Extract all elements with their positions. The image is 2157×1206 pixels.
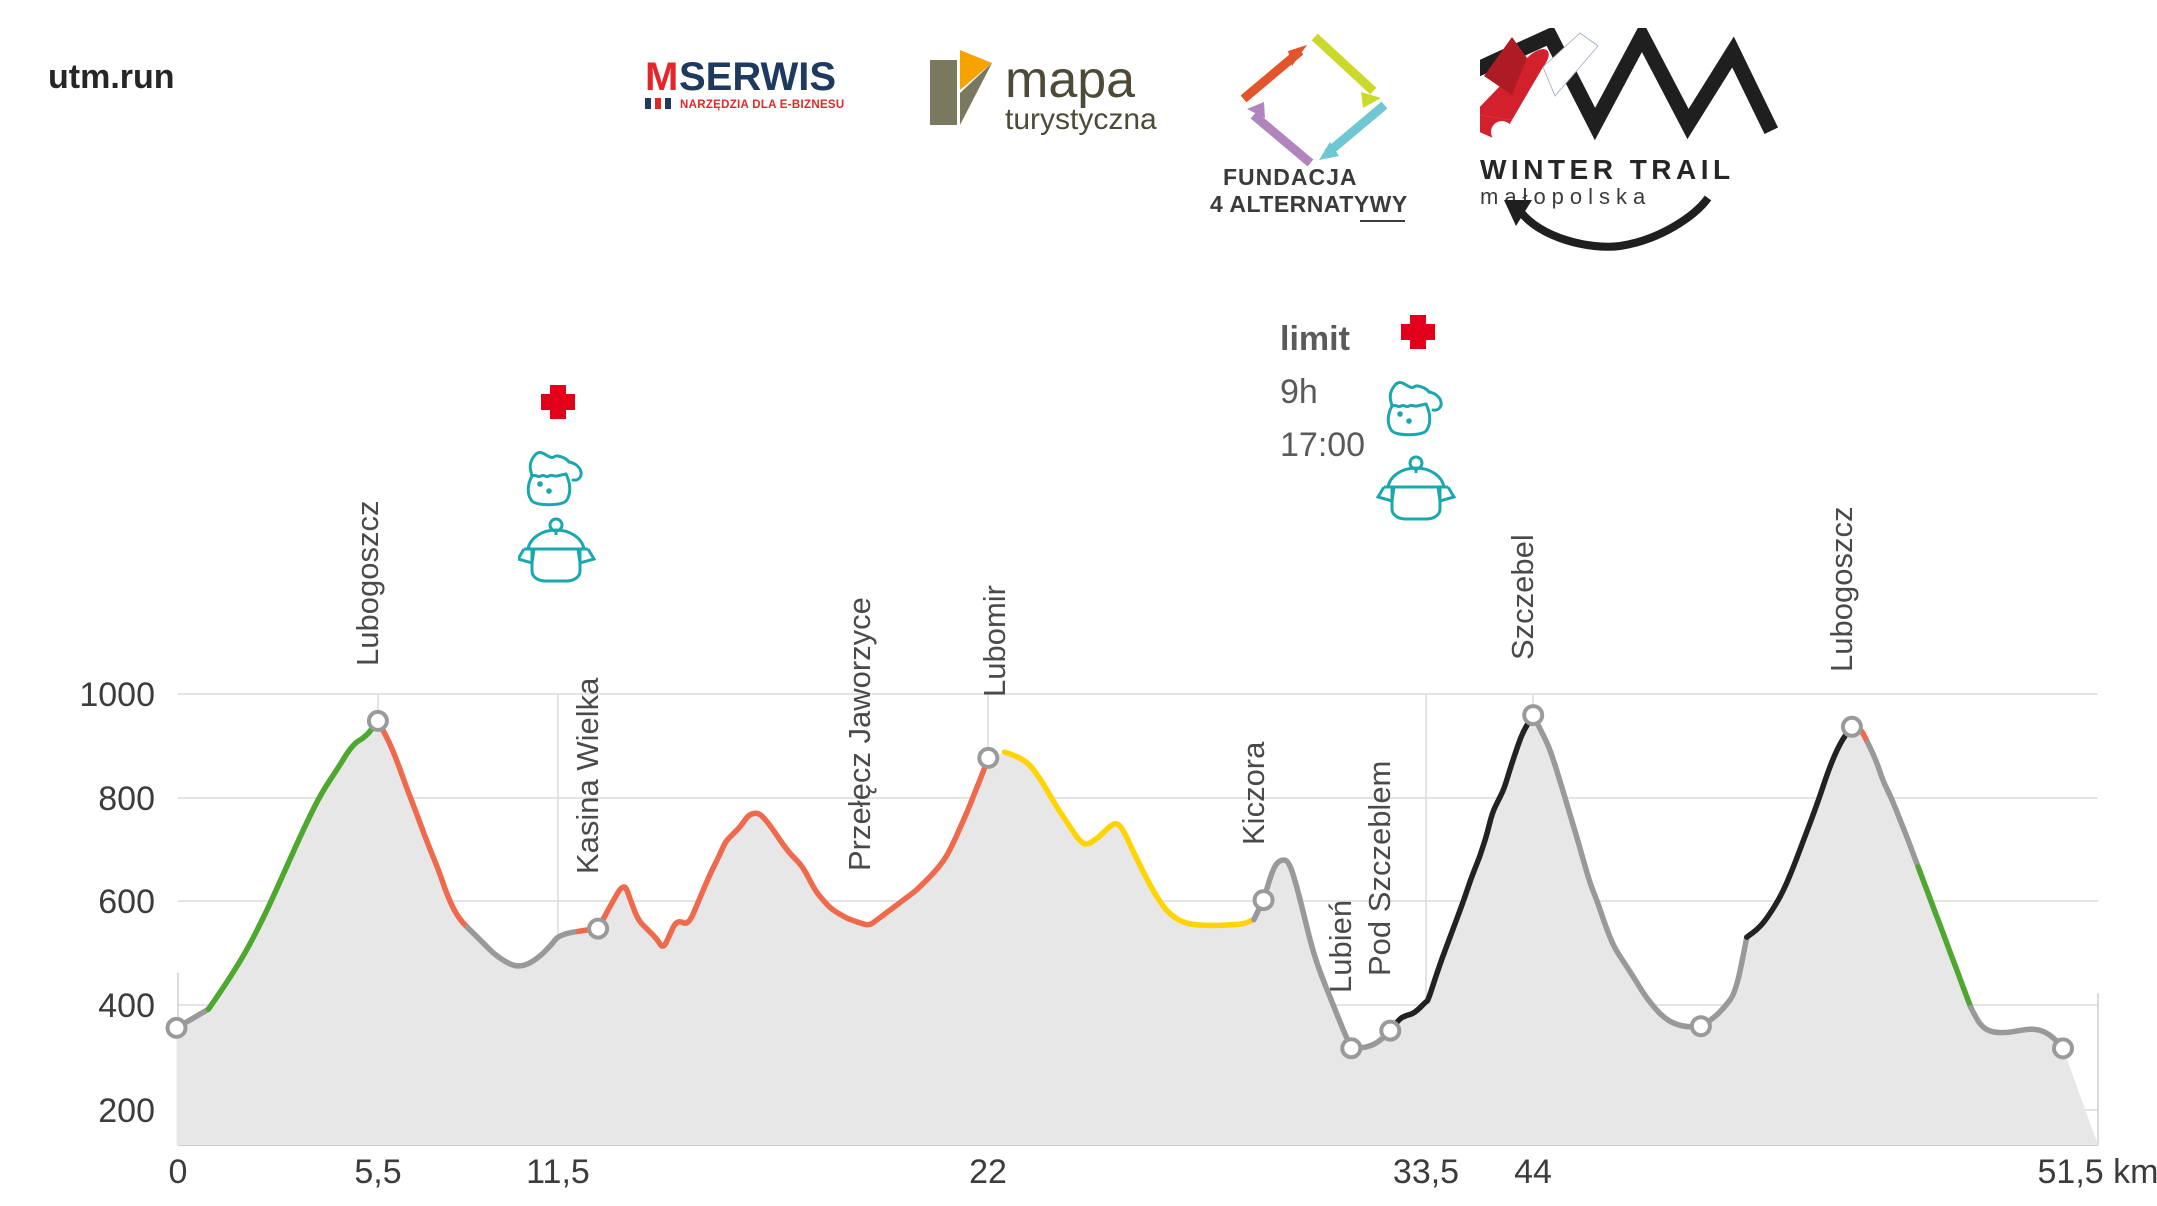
svg-text:Pod Szczeblem: Pod Szczeblem bbox=[1362, 761, 1397, 976]
svg-text:51,5 km: 51,5 km bbox=[2038, 1153, 2157, 1191]
svg-text:Lubogoszcz: Lubogoszcz bbox=[1824, 507, 1859, 672]
svg-text:Lubomir: Lubomir bbox=[977, 585, 1012, 697]
svg-text:11,5: 11,5 bbox=[526, 1153, 590, 1191]
svg-text:400: 400 bbox=[98, 987, 155, 1025]
svg-text:0: 0 bbox=[169, 1153, 188, 1191]
svg-text:Kiczora: Kiczora bbox=[1236, 741, 1271, 845]
svg-text:Kasina Wielka: Kasina Wielka bbox=[570, 677, 605, 874]
svg-text:limit: limit bbox=[1280, 320, 1350, 358]
svg-text:9h: 9h bbox=[1280, 373, 1318, 411]
svg-text:200: 200 bbox=[98, 1092, 155, 1130]
svg-text:22: 22 bbox=[969, 1153, 1007, 1191]
svg-text:Lubień: Lubień bbox=[1323, 900, 1358, 993]
svg-text:Przełęcz Jaworzyce: Przełęcz Jaworzyce bbox=[842, 597, 877, 871]
svg-text:5,5: 5,5 bbox=[354, 1153, 401, 1191]
svg-text:600: 600 bbox=[98, 883, 155, 921]
svg-text:800: 800 bbox=[98, 780, 155, 818]
svg-text:44: 44 bbox=[1514, 1153, 1552, 1191]
svg-text:1000: 1000 bbox=[79, 676, 155, 714]
svg-text:17:00: 17:00 bbox=[1280, 426, 1365, 464]
svg-text:33,5: 33,5 bbox=[1393, 1153, 1459, 1191]
svg-text:Lubogoszcz: Lubogoszcz bbox=[350, 501, 385, 666]
